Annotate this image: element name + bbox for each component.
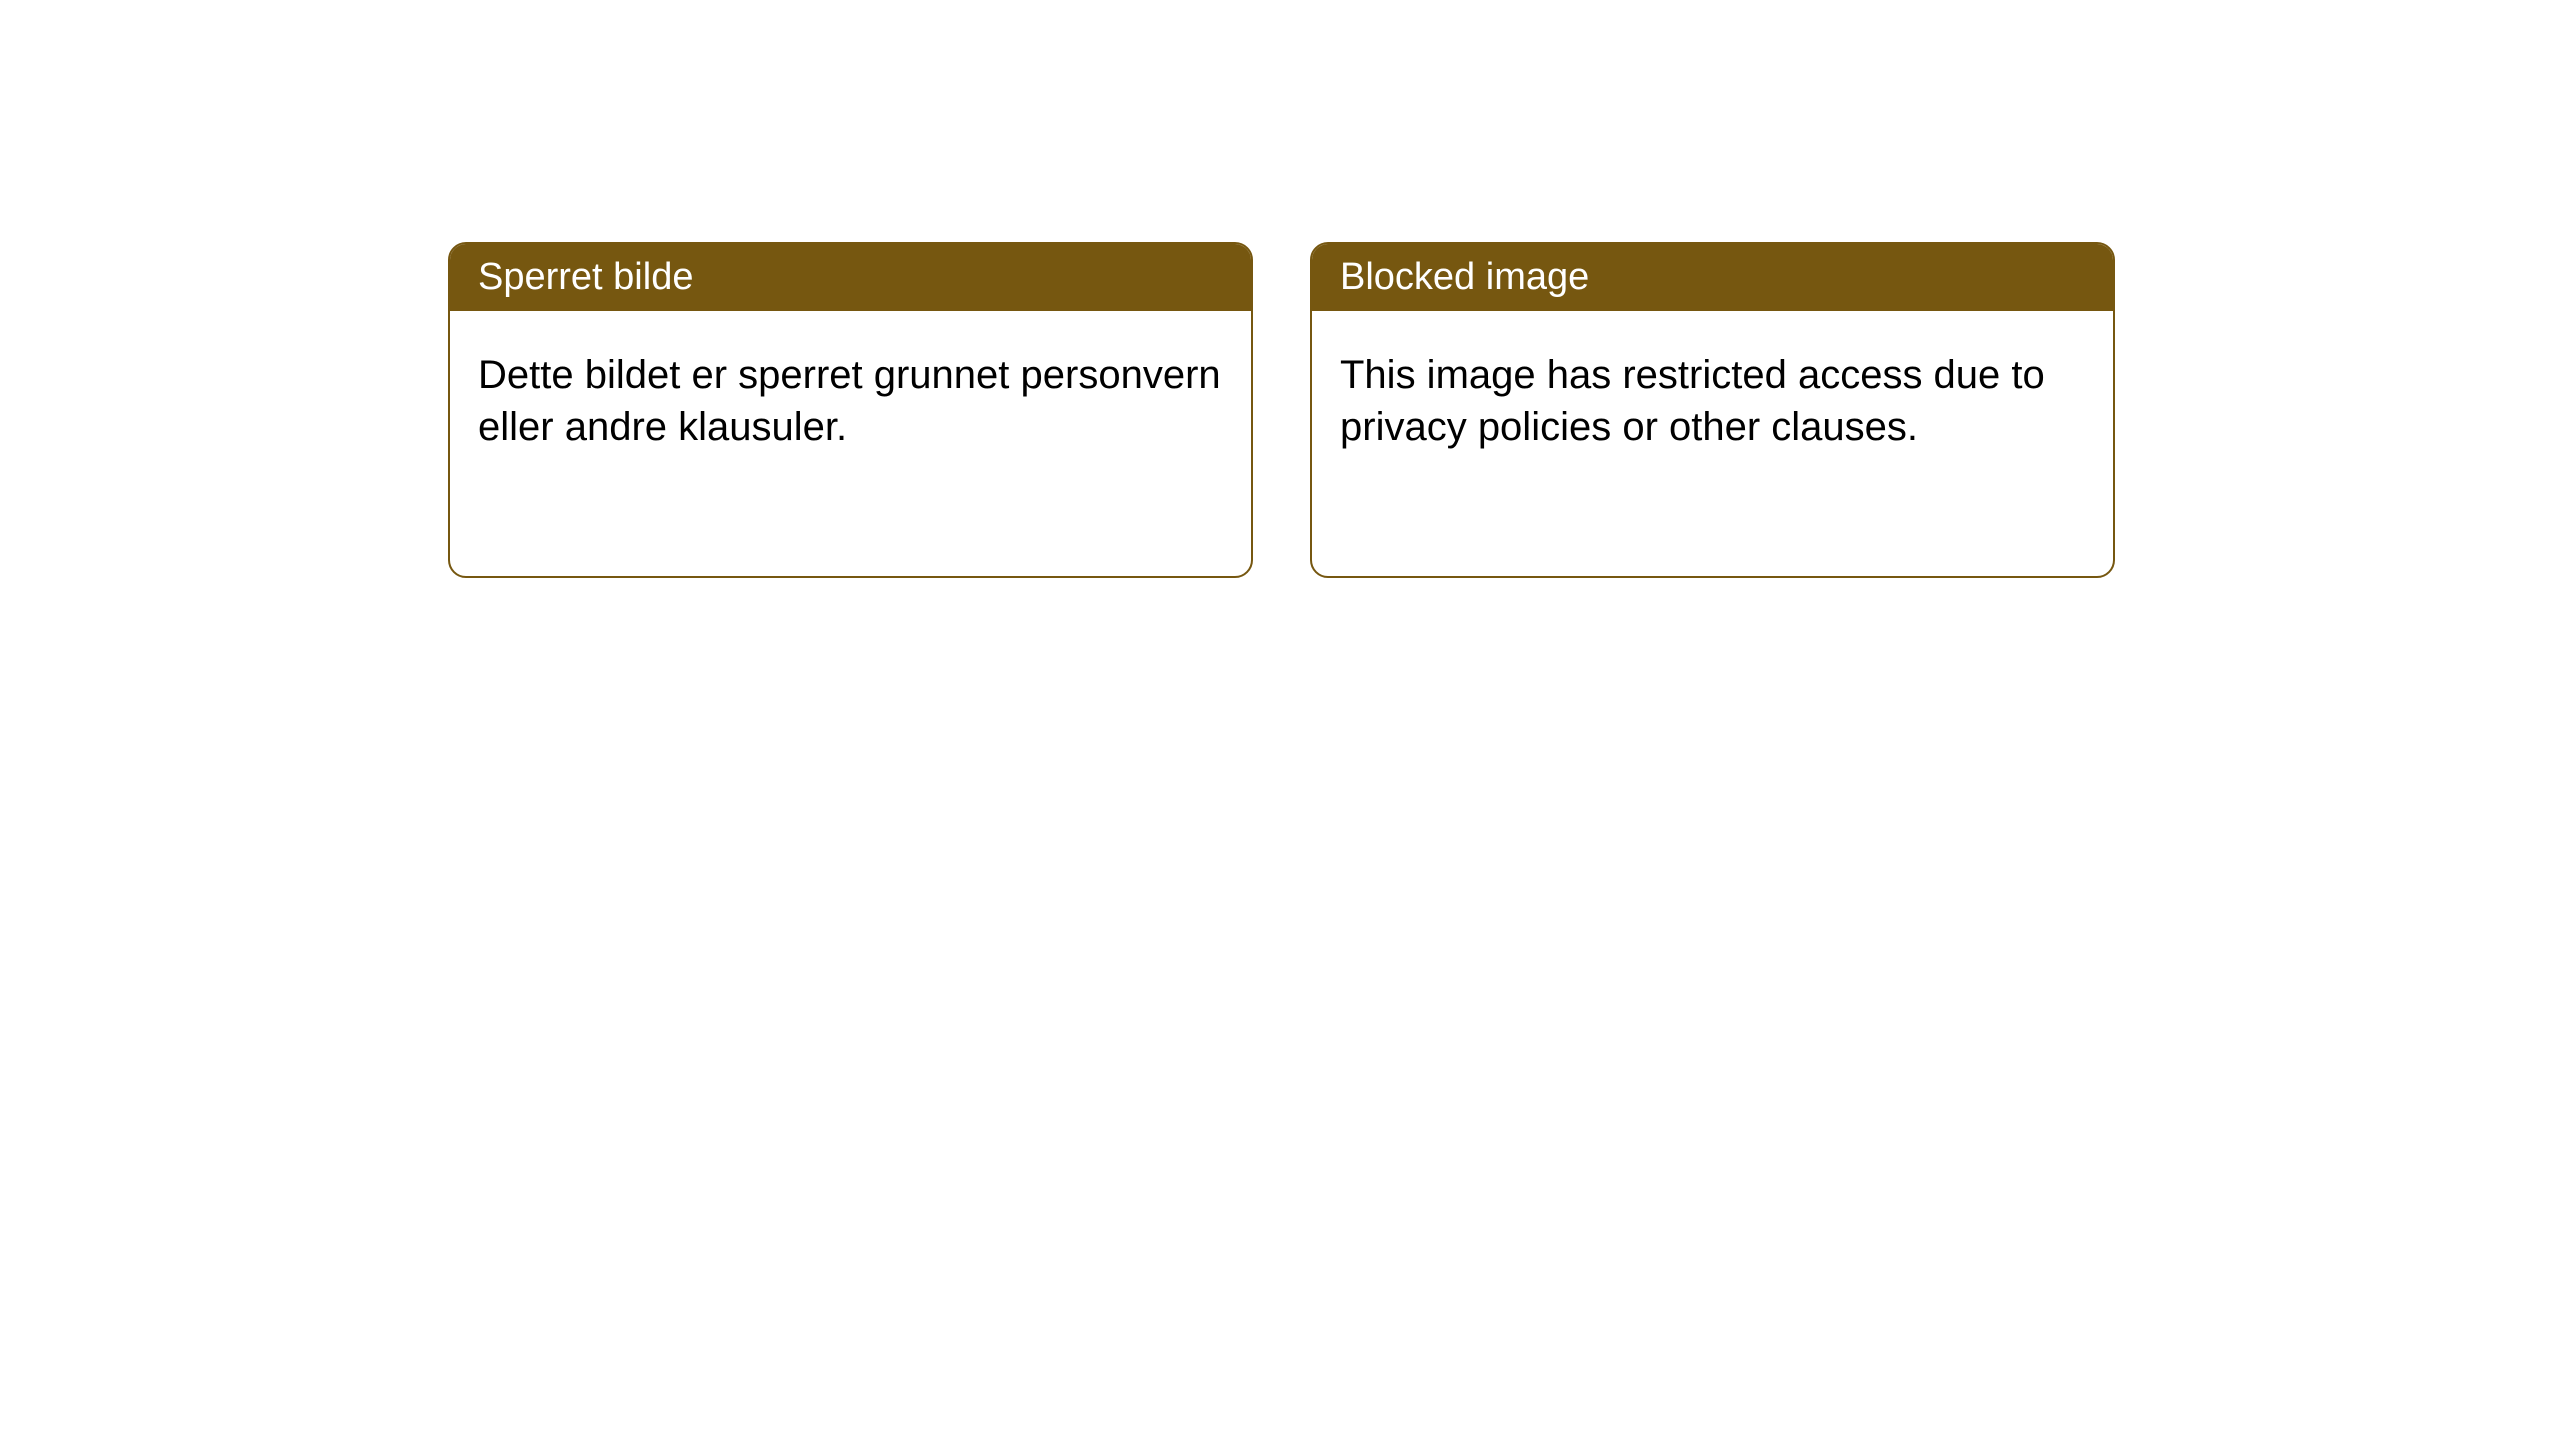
card-body-norwegian: Dette bildet er sperret grunnet personve…	[450, 311, 1251, 481]
card-header-english: Blocked image	[1312, 244, 2113, 311]
notice-container: Sperret bilde Dette bildet er sperret gr…	[0, 0, 2560, 578]
card-body-english: This image has restricted access due to …	[1312, 311, 2113, 481]
card-title-english: Blocked image	[1340, 256, 1589, 298]
card-body-text-english: This image has restricted access due to …	[1340, 353, 2045, 449]
card-body-text-norwegian: Dette bildet er sperret grunnet personve…	[478, 353, 1221, 449]
blocked-image-card-english: Blocked image This image has restricted …	[1310, 242, 2115, 578]
card-header-norwegian: Sperret bilde	[450, 244, 1251, 311]
card-title-norwegian: Sperret bilde	[478, 256, 693, 298]
blocked-image-card-norwegian: Sperret bilde Dette bildet er sperret gr…	[448, 242, 1253, 578]
